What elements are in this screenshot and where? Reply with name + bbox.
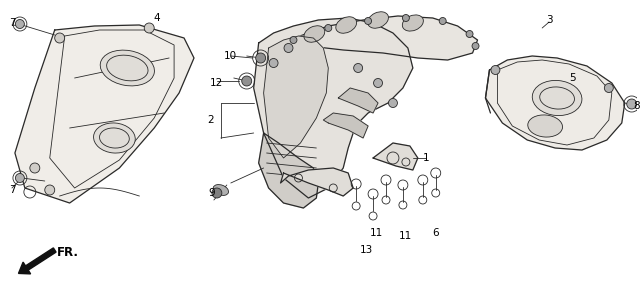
Text: 2: 2 xyxy=(207,115,214,125)
Text: 6: 6 xyxy=(433,228,439,238)
Circle shape xyxy=(627,99,637,109)
Text: 11: 11 xyxy=(399,231,413,241)
Text: 8: 8 xyxy=(634,101,640,111)
Polygon shape xyxy=(15,25,194,203)
Ellipse shape xyxy=(403,15,424,31)
Circle shape xyxy=(242,76,252,86)
Text: 7: 7 xyxy=(8,18,15,28)
Polygon shape xyxy=(339,88,378,113)
Text: 1: 1 xyxy=(422,153,429,163)
Circle shape xyxy=(388,98,397,107)
Text: 10: 10 xyxy=(224,51,237,61)
Polygon shape xyxy=(323,113,368,138)
Text: 13: 13 xyxy=(360,245,372,255)
Ellipse shape xyxy=(100,50,154,86)
Text: 9: 9 xyxy=(209,188,215,198)
Ellipse shape xyxy=(336,17,356,33)
Circle shape xyxy=(403,14,410,22)
Ellipse shape xyxy=(532,80,582,115)
Polygon shape xyxy=(486,56,625,150)
Circle shape xyxy=(269,58,278,67)
Ellipse shape xyxy=(93,123,135,153)
Polygon shape xyxy=(259,133,318,208)
Ellipse shape xyxy=(528,115,563,137)
Polygon shape xyxy=(289,16,477,60)
Circle shape xyxy=(472,43,479,50)
Polygon shape xyxy=(280,168,353,196)
Circle shape xyxy=(54,33,65,43)
Circle shape xyxy=(284,43,293,52)
Circle shape xyxy=(290,37,297,43)
Polygon shape xyxy=(253,18,413,198)
Text: 11: 11 xyxy=(369,228,383,238)
Circle shape xyxy=(354,63,363,73)
Circle shape xyxy=(439,18,446,24)
Circle shape xyxy=(365,18,372,24)
Text: 7: 7 xyxy=(8,185,15,195)
Circle shape xyxy=(15,20,24,29)
Text: FR.: FR. xyxy=(57,247,79,259)
Text: 5: 5 xyxy=(569,73,575,83)
Circle shape xyxy=(491,65,500,75)
Polygon shape xyxy=(373,143,418,170)
Circle shape xyxy=(30,163,40,173)
Circle shape xyxy=(212,188,222,198)
Ellipse shape xyxy=(304,26,324,42)
Circle shape xyxy=(466,31,473,37)
Circle shape xyxy=(604,84,613,92)
Circle shape xyxy=(374,79,383,88)
Ellipse shape xyxy=(213,185,228,196)
Text: 4: 4 xyxy=(154,13,161,23)
Circle shape xyxy=(255,53,266,63)
Text: 12: 12 xyxy=(211,78,223,88)
Ellipse shape xyxy=(367,12,388,28)
Circle shape xyxy=(45,185,54,195)
Circle shape xyxy=(144,23,154,33)
FancyArrow shape xyxy=(19,248,56,274)
Polygon shape xyxy=(264,36,328,158)
Circle shape xyxy=(15,173,24,183)
Circle shape xyxy=(325,24,332,31)
Text: 3: 3 xyxy=(546,15,552,25)
